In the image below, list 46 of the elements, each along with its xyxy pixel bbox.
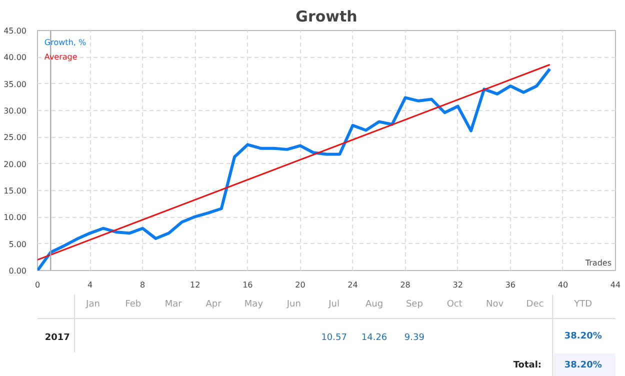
x-tick-label: Jun xyxy=(286,300,301,310)
annotation: Total: xyxy=(513,360,542,370)
y-tick-label: 15.00 xyxy=(4,186,27,196)
x-tick-label: 40 xyxy=(558,280,568,290)
x-tick-label: Feb xyxy=(125,300,142,310)
y-tick-label: 40.00 xyxy=(4,53,27,62)
y-tick-label: 25.00 xyxy=(4,133,27,142)
data-label: 9.39 xyxy=(404,333,425,343)
y-tick-label: 2017 xyxy=(44,333,70,343)
y-tick-label: 20.00 xyxy=(4,160,27,169)
text: Growth, % xyxy=(44,38,86,47)
y-tick-label: 35.00 xyxy=(4,80,27,89)
x-tick-label: 8 xyxy=(140,280,146,290)
x-tick-label: Mar xyxy=(164,300,182,310)
x-tick-label: 16 xyxy=(242,280,253,290)
x-tick-label: 28 xyxy=(400,280,410,290)
x-tick-label: Nov xyxy=(486,300,504,310)
x-tick-label: 24 xyxy=(348,280,358,290)
x-tick-label: May xyxy=(244,300,264,310)
x-tick-label: Sep xyxy=(406,300,424,310)
data-label: 14.26 xyxy=(361,333,388,343)
y-tick-label: 30.00 xyxy=(4,106,27,116)
chart-title: Growth xyxy=(296,8,358,26)
x-tick-label: Dec xyxy=(526,300,544,310)
x-tick-label: 12 xyxy=(190,280,200,290)
x-tick-label: 4 xyxy=(88,280,93,290)
y-tick-label: 45.00 xyxy=(4,26,27,36)
y-tick-label: 10.00 xyxy=(4,213,27,222)
data-label: 10.57 xyxy=(321,333,347,343)
x-tick-label: 0 xyxy=(34,280,40,290)
text: YTD xyxy=(573,300,592,310)
x-tick-label: 20 xyxy=(295,280,306,290)
x-axis-title: Trades xyxy=(584,258,612,268)
y-tick-label: 0.00 xyxy=(8,266,26,276)
text: Average xyxy=(44,52,78,62)
x-tick-label: Aug xyxy=(365,300,384,310)
x-tick-label: Jan xyxy=(85,300,100,310)
y-tick-label: 5.00 xyxy=(8,240,26,249)
x-tick-label: Jul xyxy=(328,300,340,310)
text: 38.20% xyxy=(564,332,602,342)
x-tick-label: 44 xyxy=(610,280,621,290)
text: 38.20% xyxy=(564,360,602,370)
x-tick-label: Apr xyxy=(206,300,222,310)
x-tick-label: 32 xyxy=(452,280,463,290)
x-tick-label: 36 xyxy=(505,280,516,290)
x-tick-label: Oct xyxy=(446,300,463,310)
